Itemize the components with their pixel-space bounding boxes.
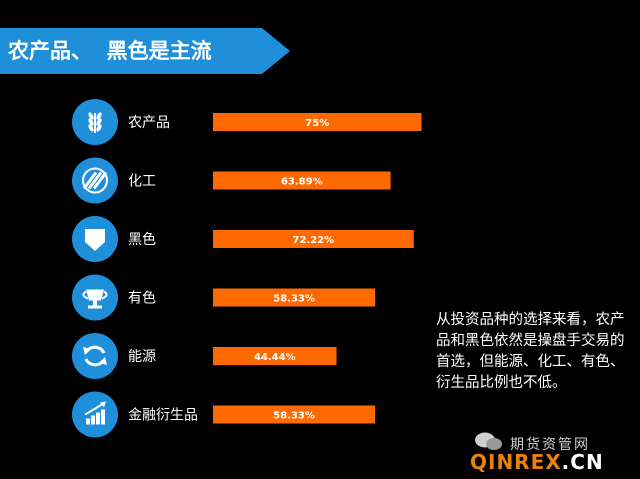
watermark-cn: 期货资管网 bbox=[510, 437, 590, 453]
watermark-en: QINREX.CN bbox=[470, 450, 604, 474]
value-label: 72.22% bbox=[293, 235, 335, 246]
stripes-icon bbox=[72, 157, 118, 204]
value-label: 44.44% bbox=[254, 352, 296, 363]
category-label: 化工 bbox=[128, 174, 156, 190]
category-label: 有色 bbox=[128, 290, 156, 307]
value-label: 58.33% bbox=[273, 294, 315, 305]
category-label: 黑色 bbox=[128, 231, 156, 248]
value-label: 58.33% bbox=[273, 411, 315, 422]
category-label: 农产品 bbox=[128, 115, 170, 131]
banner-arrow-shape bbox=[0, 28, 290, 74]
trophy-icon bbox=[72, 274, 118, 321]
summary-note: 从投资品种的选择来看，农产品和黑色依然是操盘手交易的首选，但能源、化工、有色、衍… bbox=[436, 312, 625, 391]
category-label: 金融衍生品 bbox=[128, 408, 198, 424]
chart-row: 金融衍生品 58.33% bbox=[72, 391, 376, 438]
chart-row: 化工 63.89% bbox=[72, 157, 391, 204]
title-banner: 农产品、 黑色是主流 bbox=[0, 28, 290, 74]
page-title: 农产品、 黑色是主流 bbox=[8, 39, 212, 63]
value-label: 75% bbox=[305, 118, 329, 129]
chart-row: 黑色 72.22% bbox=[72, 216, 414, 262]
chart-row: 能源 44.44% bbox=[72, 333, 337, 379]
growth-chart-icon bbox=[72, 391, 118, 438]
watermark: 期货资管网 QINREX.CN bbox=[470, 428, 640, 478]
bar bbox=[213, 347, 337, 365]
category-label: 能源 bbox=[128, 349, 156, 365]
refresh-icon bbox=[72, 333, 118, 379]
value-label: 63.89% bbox=[281, 177, 323, 188]
wheat-icon bbox=[72, 99, 118, 145]
bar bbox=[213, 113, 422, 131]
chart-row: 有色 58.33% bbox=[72, 274, 376, 321]
shield-icon bbox=[72, 216, 118, 262]
bar bbox=[213, 405, 376, 424]
chart-row: 农产品 75% bbox=[72, 99, 422, 145]
wechat-icon bbox=[475, 432, 502, 450]
bar bbox=[213, 288, 376, 307]
bar bbox=[213, 171, 391, 190]
bar bbox=[213, 230, 414, 248]
